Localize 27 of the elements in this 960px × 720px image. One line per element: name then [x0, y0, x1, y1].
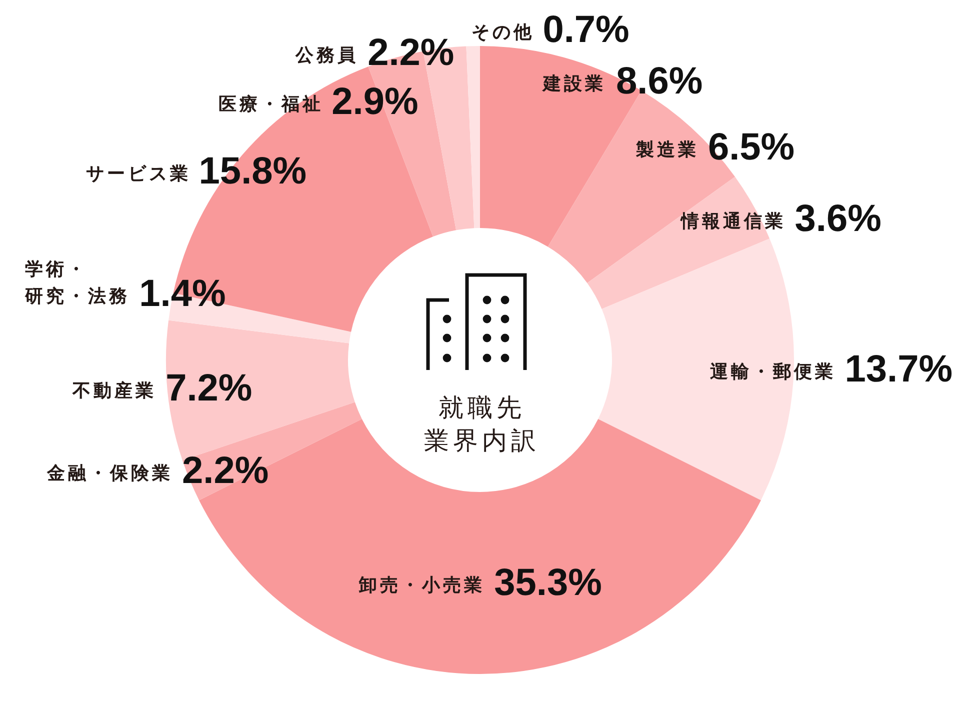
data-label: 7.2%	[166, 368, 252, 410]
text: 就職先業界内訳	[424, 393, 540, 455]
slice-label: その他	[472, 22, 535, 44]
donut-slice	[598, 238, 794, 500]
data-label: 1.4%	[139, 272, 226, 315]
donut-slice	[466, 46, 480, 228]
data-label: 2.2%	[182, 450, 269, 492]
data-label: 0.7%	[542, 9, 630, 52]
slice-label: 金融・保険業	[46, 462, 174, 484]
slice-label: 製造業	[634, 139, 699, 160]
data-label: 13.7%	[844, 348, 953, 391]
data-label: 2.9%	[332, 80, 418, 123]
slice-label: 医療・福祉	[218, 94, 324, 115]
data-label: 2.2%	[368, 32, 454, 74]
slice-label: 不動産業	[72, 380, 157, 402]
data-label: 6.5%	[708, 126, 795, 168]
slice-label: 卸売・小売業	[358, 575, 486, 596]
slice-label: 建設業	[541, 74, 606, 95]
data-label: 35.3%	[494, 562, 602, 604]
slice-label: 公務員	[294, 44, 359, 66]
slice-label: サービス業	[86, 164, 191, 185]
slice-label: 情報通信業	[680, 210, 786, 232]
data-label: 3.6%	[794, 198, 882, 240]
slice-label: 学術・研究・法務	[24, 258, 130, 307]
data-label: 8.6%	[616, 60, 703, 103]
slice-label: 運輸・郵便業	[708, 362, 836, 383]
data-label: 15.8%	[198, 150, 307, 193]
